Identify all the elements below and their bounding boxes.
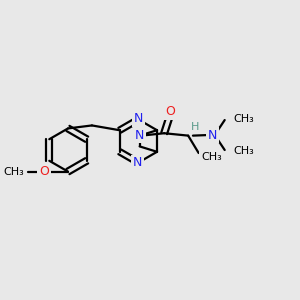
Text: N: N	[135, 128, 145, 142]
Text: CH₃: CH₃	[234, 146, 254, 157]
Text: CH₃: CH₃	[3, 167, 24, 177]
Text: O: O	[165, 105, 175, 118]
Text: N: N	[208, 128, 218, 142]
Text: CH₃: CH₃	[234, 113, 254, 124]
Text: N: N	[133, 156, 142, 170]
Text: H: H	[190, 122, 199, 132]
Text: O: O	[39, 165, 49, 178]
Text: CH₃: CH₃	[201, 152, 222, 162]
Text: N: N	[134, 112, 143, 125]
